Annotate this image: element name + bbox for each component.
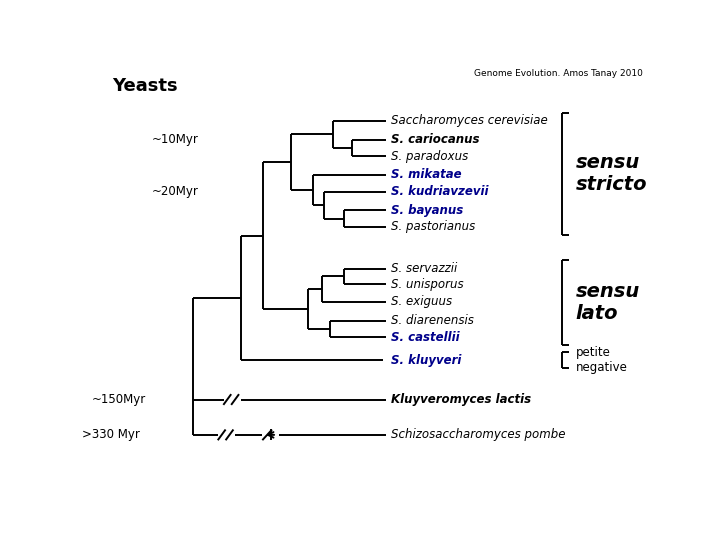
Text: sensu
lato: sensu lato xyxy=(575,282,639,323)
Text: S. unisporus: S. unisporus xyxy=(392,278,464,291)
Text: S. cariocanus: S. cariocanus xyxy=(392,133,480,146)
Text: Saccharomyces cerevisiae: Saccharomyces cerevisiae xyxy=(392,114,548,127)
Text: S. exiguus: S. exiguus xyxy=(392,295,452,308)
Text: S. kluyveri: S. kluyveri xyxy=(392,354,462,367)
Text: sensu
stricto: sensu stricto xyxy=(575,153,647,194)
Text: S. kudriavzevii: S. kudriavzevii xyxy=(392,185,489,198)
Text: S. servazzii: S. servazzii xyxy=(392,262,458,275)
Text: Kluyveromyces lactis: Kluyveromyces lactis xyxy=(392,393,531,406)
Text: S. castellii: S. castellii xyxy=(392,330,460,343)
Text: Yeasts: Yeasts xyxy=(112,77,178,95)
Text: petite
negative: petite negative xyxy=(575,346,627,374)
Text: S. diarenensis: S. diarenensis xyxy=(392,314,474,327)
Text: ~10Myr: ~10Myr xyxy=(152,133,199,146)
Text: S. mikatae: S. mikatae xyxy=(392,168,462,181)
Text: ~150Myr: ~150Myr xyxy=(91,393,145,406)
Text: Genome Evolution. Amos Tanay 2010: Genome Evolution. Amos Tanay 2010 xyxy=(474,69,642,78)
Text: S. pastorianus: S. pastorianus xyxy=(392,220,476,233)
Text: ~20Myr: ~20Myr xyxy=(152,185,199,198)
Text: >330 Myr: >330 Myr xyxy=(82,428,140,441)
Text: S. paradoxus: S. paradoxus xyxy=(392,150,469,163)
Text: Schizosaccharomyces pombe: Schizosaccharomyces pombe xyxy=(392,428,566,441)
Text: S. bayanus: S. bayanus xyxy=(392,204,464,217)
